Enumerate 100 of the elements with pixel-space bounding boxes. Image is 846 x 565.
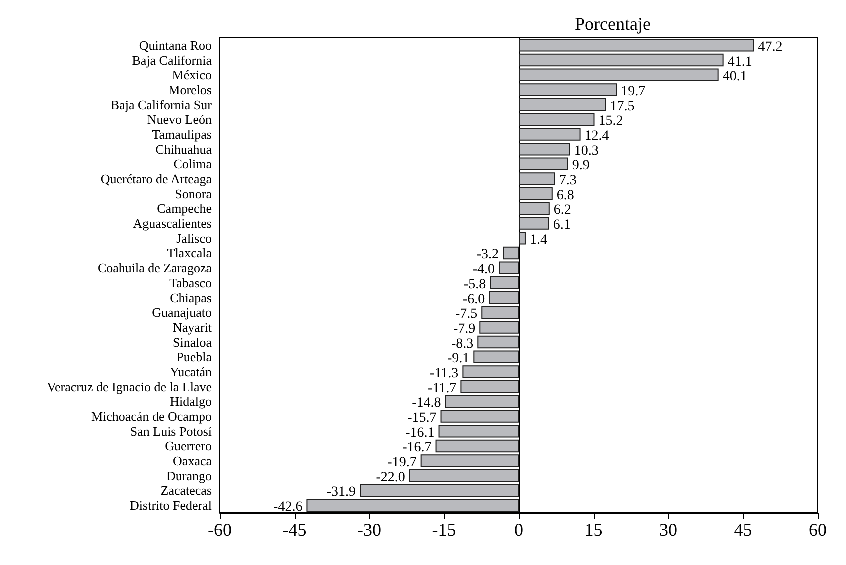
y-tick-label: Oaxaca xyxy=(173,454,212,469)
bar xyxy=(519,217,550,230)
bar xyxy=(519,68,719,82)
data-label: 6.8 xyxy=(556,188,574,204)
data-label: -8.3 xyxy=(451,336,474,352)
y-tick-label: Tabasco xyxy=(170,275,212,290)
y-tick-label: Colima xyxy=(174,156,212,172)
bar xyxy=(460,380,519,394)
bar xyxy=(519,158,568,171)
bar xyxy=(519,98,606,112)
y-tick-label: Chiapas xyxy=(170,290,212,306)
bar xyxy=(482,306,519,319)
bar xyxy=(478,336,519,349)
data-label: -7.5 xyxy=(455,307,478,322)
y-tick-label: San Luis Potosí xyxy=(130,424,212,439)
x-tick-label: -15 xyxy=(432,520,456,540)
data-label: -16.1 xyxy=(406,426,435,441)
bar xyxy=(519,172,556,186)
data-label: 41.1 xyxy=(728,54,752,70)
data-label: 15.2 xyxy=(598,114,624,130)
y-tick-label: Quintana Roo xyxy=(139,38,212,53)
bar xyxy=(519,142,570,156)
data-label: -11.7 xyxy=(428,381,457,396)
y-tick-label: Nayarit xyxy=(173,320,212,335)
bar xyxy=(519,54,724,67)
chart-title: Porcentaje xyxy=(575,14,651,34)
bar xyxy=(409,470,519,482)
y-tick-label: Morelos xyxy=(168,82,212,98)
y-tick-label: Campeche xyxy=(157,201,212,216)
y-tick-label: Sonora xyxy=(175,186,212,202)
y-tick-label: Michoacán de Ocampo xyxy=(91,409,212,424)
y-tick-label: Aguascalientes xyxy=(133,216,212,232)
y-tick-label: Tamaulipas xyxy=(152,126,212,142)
data-label: 12.4 xyxy=(584,128,610,144)
data-label: -3.2 xyxy=(476,248,500,263)
y-tick-label: Hidalgo xyxy=(170,394,212,410)
bar xyxy=(360,484,519,498)
bar xyxy=(438,424,519,438)
data-label: -31.9 xyxy=(326,485,356,500)
y-tick-label: Yucatán xyxy=(170,364,212,380)
data-label: 10.3 xyxy=(574,144,599,159)
data-label: 17.5 xyxy=(610,99,635,114)
data-label: -15.7 xyxy=(408,411,437,426)
y-tick-label: Querétaro de Arteaga xyxy=(100,172,212,187)
bar xyxy=(440,410,519,423)
x-tick-label: -60 xyxy=(208,520,232,540)
bar xyxy=(445,395,519,408)
y-tick-label: Tlaxcala xyxy=(167,246,212,261)
data-label: -42.6 xyxy=(274,500,303,516)
data-label: 6.2 xyxy=(554,203,572,218)
y-tick-label: Guerrero xyxy=(165,438,212,454)
y-tick-label: Coahuila de Zaragoza xyxy=(98,260,212,276)
data-label: -5.8 xyxy=(464,277,486,292)
bar xyxy=(503,246,519,260)
data-label: 47.2 xyxy=(758,40,783,55)
data-label: 9.9 xyxy=(572,158,590,174)
y-tick-label: Guanajuato xyxy=(152,305,212,320)
data-label: 7.3 xyxy=(559,174,577,189)
bar xyxy=(499,262,519,274)
bar xyxy=(519,39,754,52)
y-tick-label: Baja California Sur xyxy=(110,97,213,112)
bar xyxy=(480,321,519,334)
bar xyxy=(519,232,526,245)
y-tick-label: Jalisco xyxy=(176,230,212,246)
x-tick-label: 15 xyxy=(584,520,603,540)
y-tick-label: Puebla xyxy=(176,350,212,365)
y-tick-label: Distrito Federal xyxy=(130,498,212,514)
bar xyxy=(519,84,618,96)
y-tick-label: Veracruz de Ignacio de la Llave xyxy=(47,379,212,394)
data-label: -9.1 xyxy=(447,352,470,367)
y-tick-label: Chihuahua xyxy=(156,142,212,157)
bar xyxy=(306,499,519,512)
y-tick-label: México xyxy=(172,68,212,83)
bar xyxy=(489,291,519,304)
x-tick-label: 0 xyxy=(514,520,524,540)
x-tick-label: -30 xyxy=(358,520,382,540)
data-label: -4.0 xyxy=(472,262,496,278)
data-label: 1.4 xyxy=(530,232,548,248)
y-tick-label: Nuevo León xyxy=(147,112,212,128)
y-tick-label: Sinaloa xyxy=(173,334,212,350)
x-tick-label: 60 xyxy=(809,520,827,540)
bar xyxy=(519,202,550,216)
bar xyxy=(490,276,519,290)
bar xyxy=(462,366,519,378)
data-label: -11.3 xyxy=(430,366,459,382)
data-label: 40.1 xyxy=(722,70,748,85)
bar xyxy=(436,440,519,453)
y-tick-label: Zacatecas xyxy=(160,483,212,498)
y-tick-label: Durango xyxy=(166,468,212,484)
data-label: -16.7 xyxy=(402,440,432,456)
data-label: -14.8 xyxy=(412,396,442,412)
data-label: -19.7 xyxy=(388,456,417,471)
data-label: -7.9 xyxy=(453,322,476,337)
x-tick-label: 30 xyxy=(660,520,678,540)
x-tick-label: 45 xyxy=(734,520,752,540)
x-tick-label: -45 xyxy=(282,520,307,540)
data-label: 19.7 xyxy=(621,84,646,100)
bar xyxy=(519,113,595,126)
bar xyxy=(519,187,553,200)
bar xyxy=(474,350,519,364)
